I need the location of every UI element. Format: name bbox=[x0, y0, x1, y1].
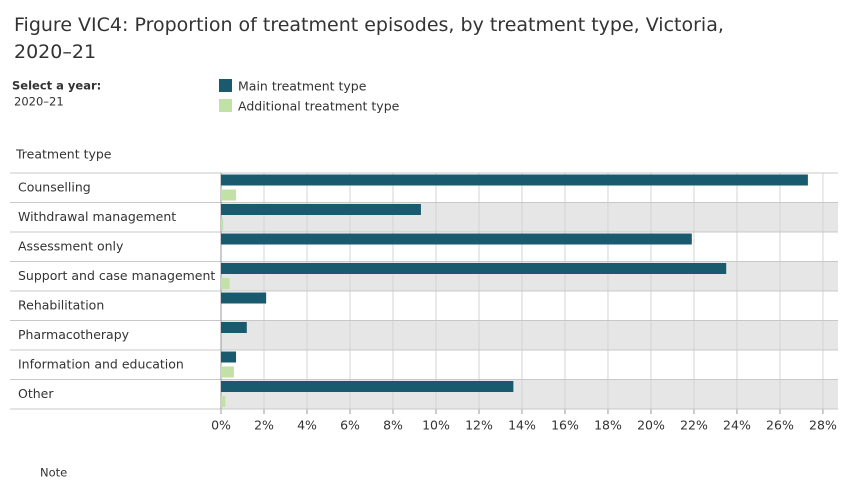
selector-label: Select a year: bbox=[12, 79, 101, 93]
chart-title: Figure VIC4: Proportion of treatment epi… bbox=[14, 14, 724, 63]
bar bbox=[221, 263, 727, 274]
legend-label: Main treatment type bbox=[238, 79, 367, 94]
bar bbox=[221, 204, 421, 215]
x-tick-label: 18% bbox=[594, 418, 622, 433]
x-tick-label: 28% bbox=[809, 418, 837, 433]
x-tick-label: 2% bbox=[254, 418, 274, 433]
legend-label: Additional treatment type bbox=[238, 99, 400, 114]
x-tick-label: 6% bbox=[340, 418, 360, 433]
y-tick-label: Support and case management bbox=[18, 268, 215, 283]
y-axis-label: Treatment type bbox=[15, 147, 112, 162]
y-tick-label: Other bbox=[18, 386, 54, 401]
bar bbox=[221, 292, 267, 304]
y-tick-label: Counselling bbox=[18, 179, 91, 194]
row-band bbox=[221, 320, 838, 350]
x-tick-label: 4% bbox=[297, 418, 317, 433]
x-tick-label: 8% bbox=[383, 418, 403, 433]
x-tick-label: 26% bbox=[766, 418, 794, 433]
y-tick-label: Withdrawal management bbox=[18, 209, 176, 224]
bar bbox=[221, 219, 224, 230]
x-tick-label: 20% bbox=[637, 418, 665, 433]
x-tick-label: 16% bbox=[551, 418, 579, 433]
row-band bbox=[221, 291, 838, 321]
y-tick-label: Pharmacotherapy bbox=[18, 327, 130, 342]
bar bbox=[221, 233, 692, 245]
bar bbox=[221, 174, 808, 186]
y-tick-label: Assessment only bbox=[18, 238, 124, 253]
bar bbox=[221, 381, 514, 392]
x-tick-label: 10% bbox=[422, 418, 450, 433]
y-tick-label: Information and education bbox=[18, 356, 184, 371]
bar bbox=[221, 366, 234, 378]
legend-swatch bbox=[219, 79, 232, 92]
x-tick-label: 0% bbox=[211, 418, 231, 433]
x-tick-label: 14% bbox=[508, 418, 536, 433]
x-tick-label: 12% bbox=[465, 418, 493, 433]
bar bbox=[221, 278, 230, 289]
bar bbox=[221, 396, 226, 407]
x-tick-label: 24% bbox=[723, 418, 751, 433]
x-tick-label: 22% bbox=[680, 418, 708, 433]
row-band bbox=[221, 350, 838, 380]
selector-value[interactable]: 2020–21 bbox=[14, 95, 64, 109]
note[interactable]: Note bbox=[40, 466, 67, 480]
bar bbox=[221, 322, 247, 333]
legend-swatch bbox=[219, 99, 232, 112]
bar bbox=[221, 189, 237, 201]
y-tick-label: Rehabilitation bbox=[18, 297, 104, 312]
bar bbox=[221, 351, 237, 363]
